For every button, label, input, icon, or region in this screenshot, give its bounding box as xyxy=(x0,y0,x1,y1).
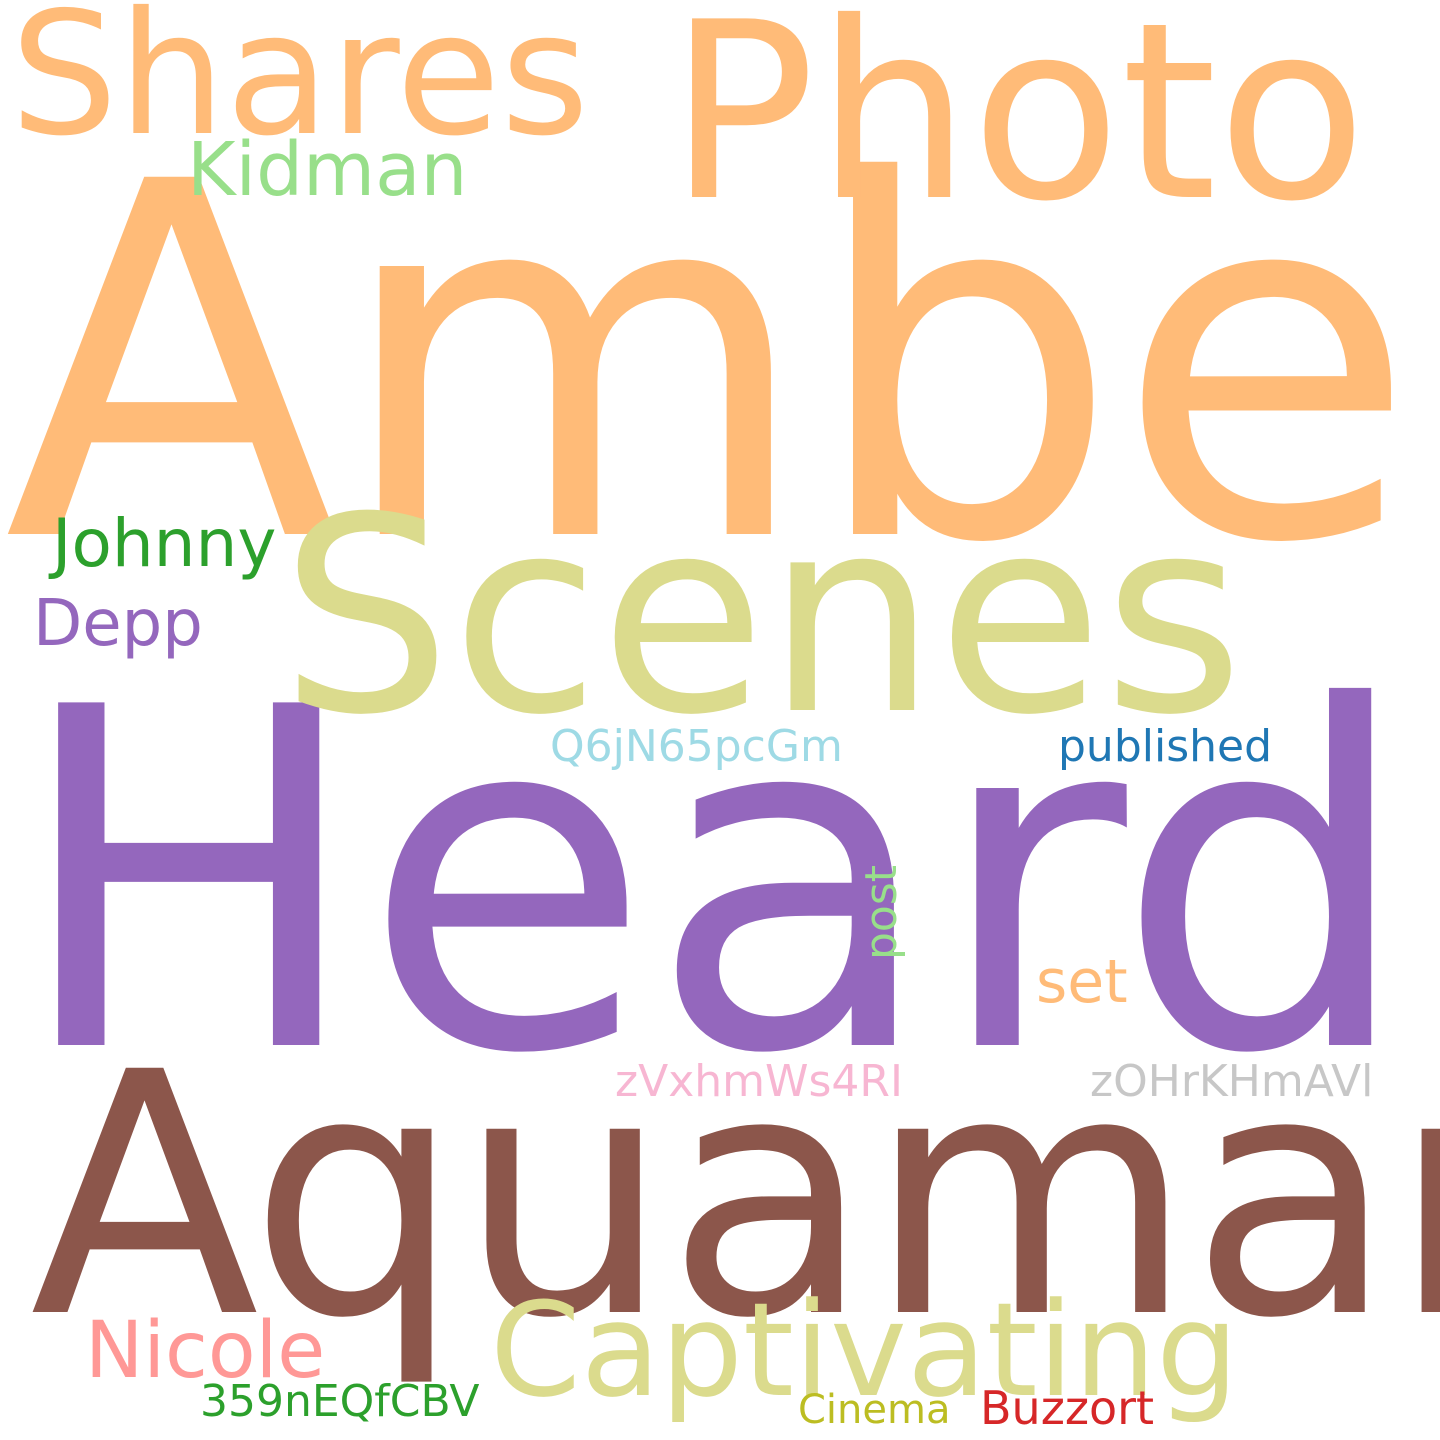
word-heard: Heard xyxy=(12,609,1414,1156)
word-photo: Photo xyxy=(668,0,1367,255)
word-zvxhmws4ri: zVxhmWs4RI xyxy=(615,1056,903,1107)
word-q6jn65pcgm: Q6jN65pcGm xyxy=(550,721,843,772)
word-zohrkhmavl: zOHrKHmAVl xyxy=(1090,1056,1374,1107)
word-aquaman: Aquaman xyxy=(30,1002,1440,1392)
word-359neqfcbv: 359nEQfCBV xyxy=(200,1376,480,1427)
word-cinema: Cinema xyxy=(798,1387,951,1433)
word-shares: Shares xyxy=(10,0,590,174)
word-nicole: Nicole xyxy=(85,1306,326,1396)
word-captivating: Captivating xyxy=(490,1274,1239,1426)
word-johnny: Johnny xyxy=(52,505,277,582)
word-set: set xyxy=(1036,947,1128,1017)
word-amber: Amber xyxy=(4,79,1440,650)
word-kidman: Kidman xyxy=(187,127,468,213)
word-scenes: Scenes xyxy=(280,459,1244,774)
word-depp: Depp xyxy=(33,587,203,661)
word-post: post xyxy=(856,864,907,960)
word-buzzort: Buzzort xyxy=(980,1381,1155,1435)
word-published: published xyxy=(1058,721,1273,772)
